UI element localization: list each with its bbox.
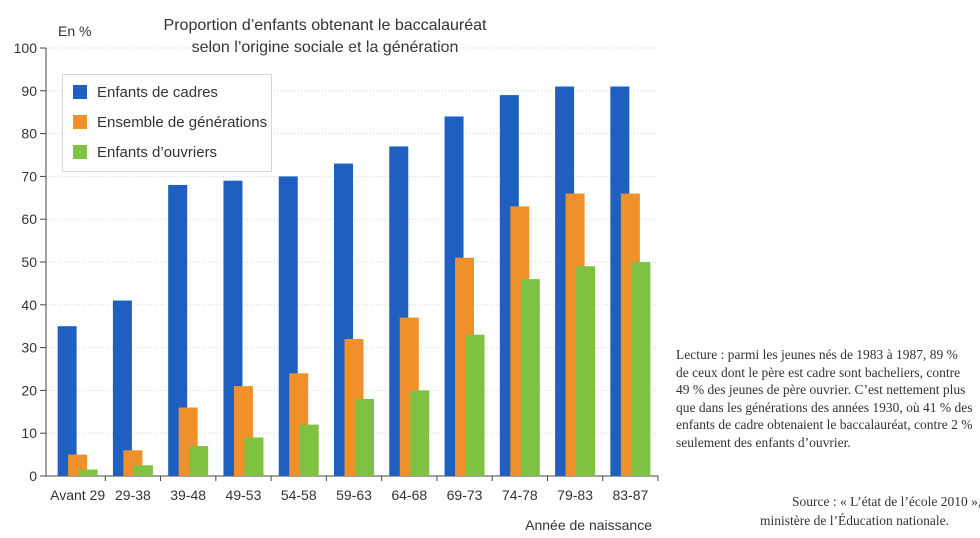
y-tick-label: 50	[21, 254, 37, 270]
reading-note-line: 49 % des jeunes de père ouvrier. C’est n…	[676, 382, 966, 397]
bar-ouvriers	[465, 334, 485, 476]
bar-ouvriers	[410, 390, 430, 476]
x-tick-label: 74-78	[502, 487, 538, 503]
bar-ouvriers	[355, 398, 374, 476]
legend-item-ensemble: Ensemble de générations	[73, 111, 267, 133]
y-tick-label: 10	[21, 425, 37, 441]
legend-item-ouvriers: Enfants d’ouvriers	[73, 141, 217, 163]
y-axis-label: En %	[58, 23, 91, 39]
y-tick-label: 70	[21, 168, 37, 184]
chart-title-line-1: Proportion d’enfants obtenant le baccala…	[164, 17, 487, 34]
reading-note-line: de ceux dont le père est cadre sont bach…	[676, 364, 961, 380]
x-tick-label: 83-87	[612, 487, 648, 503]
y-tick-label: 80	[21, 126, 37, 142]
legend-label-ouvriers: Enfants d’ouvriers	[97, 143, 218, 161]
bar-ouvriers	[133, 465, 153, 476]
x-tick-label: 79-83	[557, 487, 593, 503]
y-tick-label: 30	[21, 340, 37, 356]
x-tick-label: 54-58	[281, 487, 317, 503]
x-tick-label: 69-73	[447, 487, 483, 503]
reading-note-line: Lecture : parmi les jeunes nés de 1983 à…	[676, 347, 958, 362]
x-tick-label: 64-68	[391, 487, 427, 503]
bar-ouvriers	[189, 446, 209, 476]
x-tick-label: 29-38	[115, 487, 151, 503]
bar-ouvriers	[520, 279, 540, 476]
bar-ouvriers	[631, 262, 651, 476]
reading-note: Lecture : parmi les jeunes nés de 1983 à…	[676, 346, 980, 451]
x-tick-label: Avant 29	[50, 487, 105, 503]
legend-swatch-ouvriers	[73, 145, 87, 159]
legend-label-cadres: Enfants de cadres	[97, 83, 218, 101]
bar-ouvriers	[299, 424, 319, 476]
bar-ouvriers	[244, 437, 264, 476]
source-note: Source : « L’état de l’école 2010 », min…	[760, 492, 980, 530]
chart-panel: Proportion d’enfants obtenant le baccala…	[13, 17, 659, 533]
legend-swatch-ensemble	[73, 115, 87, 129]
bar-chart: Proportion d’enfants obtenant le baccala…	[14, 17, 659, 533]
bar-ouvriers	[576, 266, 596, 476]
source-line-2: ministère de l’Éducation nationale.	[760, 513, 949, 528]
bar-ouvriers	[78, 469, 98, 476]
y-tick-label: 0	[29, 468, 37, 484]
legend-item-cadres: Enfants de cadres	[73, 81, 218, 103]
y-tick-label: 100	[14, 40, 38, 56]
y-tick-label: 90	[21, 83, 37, 99]
bar-cadres	[168, 184, 188, 476]
reading-note-line: enfants de cadre obtenaient le baccalaur…	[676, 417, 973, 432]
x-tick-label: 59-63	[336, 487, 372, 503]
reading-note-line: seulement des enfants d’ouvrier.	[676, 434, 851, 450]
bar-cadres	[112, 300, 132, 476]
y-tick-label: 60	[21, 211, 37, 227]
x-tick-label: 39-48	[170, 487, 206, 503]
legend-label-ensemble: Ensemble de générations	[97, 113, 268, 131]
reading-note-line: que dans les générations des années 1930…	[676, 399, 973, 415]
y-tick-label: 20	[21, 382, 37, 398]
bar-cadres	[57, 326, 77, 476]
chart-legend: Enfants de cadres Ensemble de génération…	[62, 74, 272, 172]
x-tick-label: 49-53	[226, 487, 262, 503]
legend-swatch-cadres	[73, 85, 87, 99]
y-tick-label: 40	[21, 297, 37, 313]
x-axis-label: Année de naissance	[525, 517, 652, 533]
source-line-1: Source : « L’état de l’école 2010 »,	[792, 494, 980, 509]
